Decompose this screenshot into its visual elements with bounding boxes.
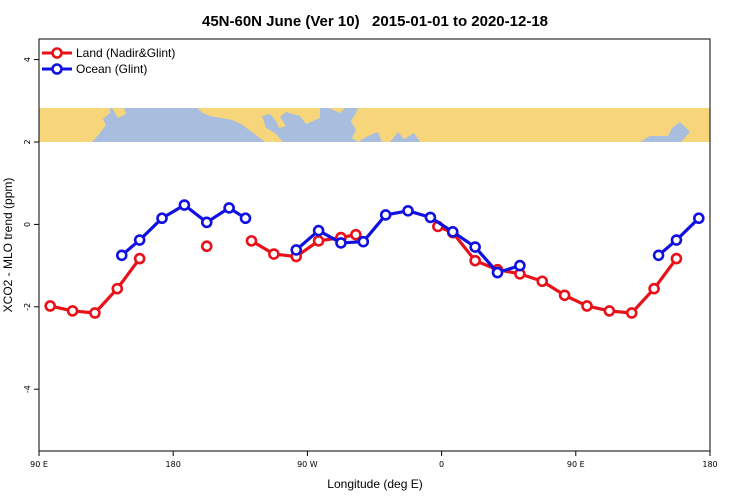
legend: Land (Nadir&Glint) Ocean (Glint): [42, 46, 175, 76]
data-point-land: [44, 300, 56, 312]
data-point-ocean: [670, 234, 683, 246]
series-layer: [44, 199, 705, 319]
legend-swatch-land-marker: [51, 47, 63, 59]
map-land: [39, 108, 710, 142]
data-point-ocean: [357, 235, 370, 248]
world-map-strip: [39, 108, 710, 142]
data-point-land: [312, 235, 325, 247]
x-tick-label: 90 E: [30, 460, 48, 469]
data-point-ocean: [223, 202, 235, 214]
data-point-land: [536, 275, 549, 288]
legend-label-land: Land (Nadir&Glint): [76, 46, 175, 60]
data-point-ocean: [446, 226, 459, 238]
x-tick-label: 90 W: [297, 460, 318, 469]
data-point-land: [670, 252, 683, 265]
x-axis-label: Longitude (deg E): [327, 477, 422, 491]
data-point-land: [558, 289, 571, 302]
y-tick-label: 0: [23, 222, 32, 227]
data-point-ocean: [469, 241, 481, 253]
series-line-ocean: [295, 209, 521, 275]
data-point-land: [350, 228, 362, 241]
data-point-ocean: [652, 249, 665, 262]
data-point-ocean: [133, 234, 146, 246]
data-point-ocean: [200, 216, 213, 229]
data-point-ocean: [115, 249, 128, 262]
data-point-land: [603, 305, 616, 317]
data-point-land: [648, 282, 660, 295]
data-point-land: [89, 307, 101, 319]
data-point-land: [200, 240, 213, 253]
data-point-ocean: [514, 259, 526, 272]
y-tick-label: 4: [23, 57, 32, 62]
series-line-land: [49, 257, 141, 315]
y-tick-label: 2: [23, 139, 32, 144]
data-point-ocean: [178, 199, 191, 211]
data-point-land: [66, 305, 79, 317]
series-ocean: [115, 199, 705, 279]
x-tick-label: 180: [702, 460, 717, 469]
legend-item-ocean: Ocean (Glint): [42, 62, 147, 76]
data-point-ocean: [335, 237, 347, 249]
x-tick-label: 180: [166, 460, 181, 469]
data-point-ocean: [290, 244, 303, 256]
legend-item-land: Land (Nadir&Glint): [42, 46, 175, 60]
data-point-land: [245, 235, 258, 247]
x-axis: 90 E 180 90 W 0 90 E 180: [30, 451, 718, 469]
x-tick-label: 0: [439, 460, 444, 469]
data-point-ocean: [693, 212, 705, 225]
data-point-land: [581, 300, 593, 312]
data-point-land: [111, 282, 124, 295]
data-point-land: [469, 254, 481, 267]
chart-title: 45N-60N June (Ver 10) 2015-01-01 to 2020…: [202, 13, 548, 30]
data-point-ocean: [312, 224, 325, 237]
data-point-land: [625, 307, 638, 319]
y-axis-label: XCO2 - MLO trend (ppm): [1, 178, 15, 313]
data-point-ocean: [379, 209, 392, 221]
data-point-ocean: [491, 266, 504, 279]
x-tick-label: 90 E: [567, 460, 585, 469]
y-axis: 4 2 0 -2 -4: [23, 57, 39, 393]
series-line-land: [437, 224, 678, 315]
data-point-ocean: [402, 205, 414, 217]
data-point-land: [133, 252, 146, 265]
data-point-ocean: [239, 212, 252, 225]
data-point-ocean: [156, 212, 168, 225]
legend-label-ocean: Ocean (Glint): [76, 62, 147, 76]
y-tick-label: -2: [23, 303, 32, 311]
plot-frame: [38, 38, 711, 452]
data-point-ocean: [424, 211, 437, 224]
legend-swatch-ocean-marker: [51, 63, 63, 75]
data-point-land: [268, 248, 280, 260]
y-tick-label: -4: [23, 385, 32, 393]
